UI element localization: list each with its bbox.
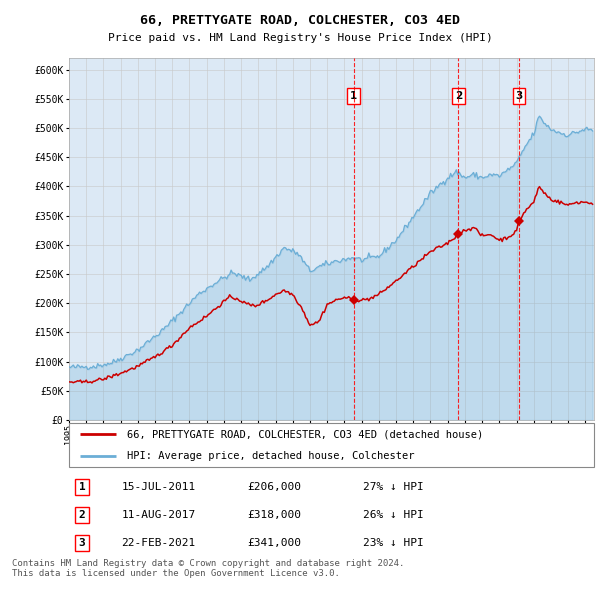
Text: 26% ↓ HPI: 26% ↓ HPI: [363, 510, 424, 520]
Text: £206,000: £206,000: [248, 482, 302, 492]
Text: £341,000: £341,000: [248, 538, 302, 548]
Text: 2: 2: [79, 510, 86, 520]
Text: 3: 3: [515, 91, 523, 101]
Text: 15-JUL-2011: 15-JUL-2011: [121, 482, 196, 492]
Text: 27% ↓ HPI: 27% ↓ HPI: [363, 482, 424, 492]
Text: 22-FEB-2021: 22-FEB-2021: [121, 538, 196, 548]
Text: 3: 3: [79, 538, 86, 548]
Text: 1: 1: [79, 482, 86, 492]
Text: 2: 2: [455, 91, 462, 101]
Text: Contains HM Land Registry data © Crown copyright and database right 2024.
This d: Contains HM Land Registry data © Crown c…: [12, 559, 404, 578]
Text: 66, PRETTYGATE ROAD, COLCHESTER, CO3 4ED (detached house): 66, PRETTYGATE ROAD, COLCHESTER, CO3 4ED…: [127, 430, 483, 440]
Text: 66, PRETTYGATE ROAD, COLCHESTER, CO3 4ED: 66, PRETTYGATE ROAD, COLCHESTER, CO3 4ED: [140, 14, 460, 27]
Text: 11-AUG-2017: 11-AUG-2017: [121, 510, 196, 520]
Text: 1: 1: [350, 91, 358, 101]
Text: 23% ↓ HPI: 23% ↓ HPI: [363, 538, 424, 548]
Text: £318,000: £318,000: [248, 510, 302, 520]
FancyBboxPatch shape: [69, 423, 594, 467]
Text: Price paid vs. HM Land Registry's House Price Index (HPI): Price paid vs. HM Land Registry's House …: [107, 33, 493, 43]
Text: HPI: Average price, detached house, Colchester: HPI: Average price, detached house, Colc…: [127, 451, 414, 461]
